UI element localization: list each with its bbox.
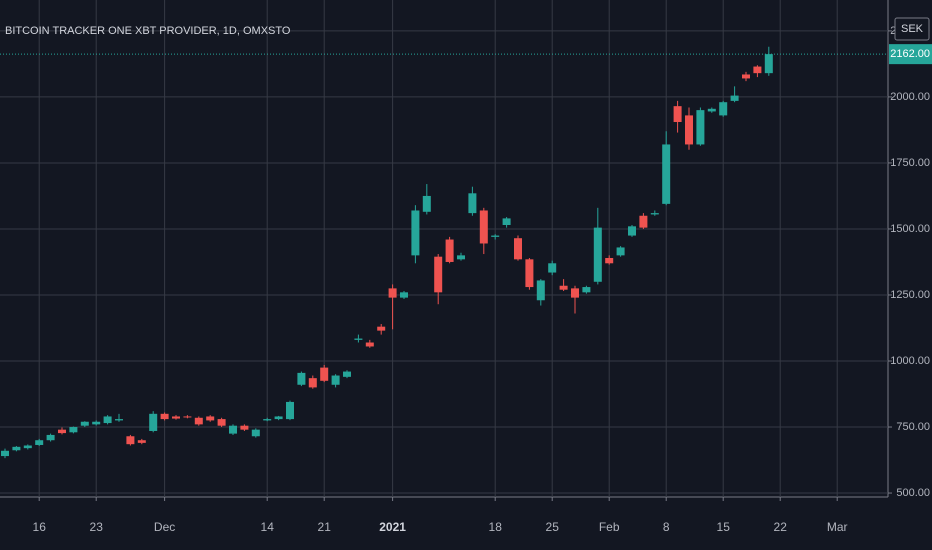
candle-body	[172, 416, 180, 419]
candle-body	[1, 450, 9, 457]
candle-body	[742, 74, 750, 79]
candle-body	[719, 102, 728, 116]
candle-body	[468, 193, 477, 214]
candle-body	[388, 288, 397, 298]
x-tick-label: 23	[90, 520, 104, 534]
candle-body	[730, 95, 739, 101]
candle-body	[479, 210, 488, 244]
candle-body	[137, 440, 146, 443]
candle-body	[286, 401, 294, 420]
last-price-label: 2162.00	[890, 48, 930, 60]
candle-body	[662, 144, 671, 204]
candle-body	[582, 287, 591, 293]
candle-body	[354, 338, 363, 340]
y-tick-label: 750.00	[896, 421, 930, 433]
candle-body	[434, 256, 443, 293]
candle-body	[628, 226, 636, 236]
candle-body	[365, 342, 374, 347]
chart-title: BITCOIN TRACKER ONE XBT PROVIDER, 1D, OM…	[5, 25, 291, 37]
x-tick-label: Mar	[827, 520, 848, 534]
candle-body	[251, 429, 260, 437]
labels: 500.00 750.00 1000.00 1250.00 1500.00 1750.00…	[33, 17, 932, 534]
candle-body	[422, 195, 431, 212]
candle-body	[673, 106, 682, 123]
candle-body	[217, 419, 226, 426]
candle-body	[650, 213, 659, 215]
candle-body	[764, 54, 773, 74]
candle-body	[160, 413, 169, 420]
candle-body	[559, 285, 568, 290]
x-tick-label: Dec	[154, 520, 175, 534]
candle-body	[343, 371, 351, 377]
x-tick-label: 2021	[379, 520, 406, 534]
grid	[0, 0, 888, 497]
candle-body	[92, 421, 101, 425]
candle-body	[229, 425, 237, 434]
candle-body	[639, 215, 648, 228]
candle-body	[23, 445, 32, 449]
candle-body	[69, 427, 78, 433]
candle-body	[12, 446, 21, 451]
y-tick-label: 2000.00	[890, 91, 930, 103]
candle-body	[514, 238, 522, 260]
candle-body	[400, 292, 408, 298]
candle-body	[320, 367, 329, 381]
candle-body	[502, 218, 511, 225]
y-tick-label: 1250.00	[890, 289, 930, 301]
x-tick-label: 25	[546, 520, 560, 534]
currency-label: SEK	[901, 23, 924, 35]
candle-body	[525, 259, 534, 288]
candle-body	[548, 263, 557, 273]
candle-body	[58, 429, 66, 434]
candle-body	[753, 66, 762, 74]
candle-body	[696, 110, 705, 145]
x-tick-label: 15	[717, 520, 731, 534]
y-tick-label: 500.00	[896, 487, 930, 499]
candle-body	[308, 378, 317, 388]
candle-body	[103, 416, 112, 424]
candle-body	[491, 235, 500, 237]
candle-body	[616, 247, 625, 256]
candle-body	[605, 258, 614, 264]
candle-body	[206, 416, 215, 421]
candle-body	[46, 434, 55, 441]
y-tick-label: 1750.00	[890, 157, 930, 169]
candle-body	[571, 288, 579, 298]
candle-body	[115, 419, 123, 421]
x-tick-label: 14	[261, 520, 275, 534]
x-tick-label: 16	[33, 520, 47, 534]
candles	[0, 46, 888, 459]
candle-body	[194, 417, 203, 425]
candle-body	[126, 436, 135, 445]
candle-body	[240, 425, 249, 430]
candle-body	[263, 419, 272, 421]
candle-body	[274, 416, 283, 420]
candle-body	[457, 255, 465, 260]
y-tick-label: 1000.00	[890, 355, 930, 367]
x-tick-label: Feb	[599, 520, 620, 534]
candle-body	[331, 375, 340, 385]
last-price-box	[889, 44, 932, 65]
candle-body	[183, 416, 192, 418]
x-tick-label: 22	[774, 520, 788, 534]
candle-body	[149, 413, 158, 431]
candle-body	[445, 239, 454, 262]
candle-body	[685, 115, 693, 145]
candle-body	[35, 440, 44, 445]
candle-body	[411, 210, 420, 256]
x-tick-label: 21	[318, 520, 332, 534]
candle-body	[377, 326, 386, 331]
candle-body	[536, 280, 545, 301]
x-tick-label: 8	[663, 520, 670, 534]
candle-body	[707, 108, 716, 112]
candle-body	[80, 421, 89, 426]
y-tick-label: 1500.00	[890, 223, 930, 235]
candle-body	[297, 372, 306, 385]
currency-box	[894, 17, 930, 41]
candle-body	[593, 227, 602, 282]
x-tick-label: 18	[489, 520, 503, 534]
